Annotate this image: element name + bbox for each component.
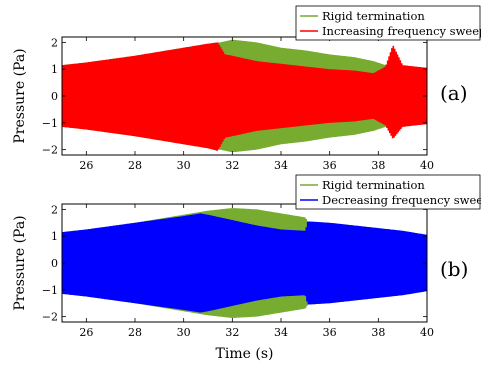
x-tick-label: 36 <box>323 326 337 339</box>
y-axis-label: Pressure (Pa) <box>12 48 28 143</box>
x-tick-label: 30 <box>177 326 191 339</box>
y-tick-label: −1 <box>42 284 58 297</box>
y-tick-label: 2 <box>51 36 58 49</box>
panel-a: 26 28 30 32 34 36 38 40 −2 −1 0 1 2 Pressure (Pa) (a) R… <box>12 5 481 172</box>
y-tick-label: 2 <box>51 203 58 216</box>
x-tick-label: 26 <box>79 326 93 339</box>
x-axis-label: Time (s) <box>216 346 274 362</box>
x-tick-label: 32 <box>225 326 239 339</box>
panel-label: (b) <box>440 257 468 281</box>
panel-label: (a) <box>440 81 468 105</box>
legend-entry-label: Rigid termination <box>322 178 425 192</box>
x-tick-label: 34 <box>274 326 288 339</box>
plot-area <box>62 208 427 318</box>
y-tick-label: 1 <box>51 63 58 76</box>
x-tick-label: 38 <box>371 326 385 339</box>
y-tick-label: −2 <box>42 311 58 324</box>
y-axis-label: Pressure (Pa) <box>12 215 28 310</box>
x-tick-label: 28 <box>128 159 142 172</box>
legend-box <box>295 174 481 210</box>
y-tick-label: 0 <box>51 90 58 103</box>
x-tick-label: 38 <box>371 159 385 172</box>
y-tick-label: 1 <box>51 230 58 243</box>
x-tick-label: 30 <box>177 159 191 172</box>
legend-box <box>295 5 481 41</box>
x-tick-label: 36 <box>323 159 337 172</box>
x-tick-label: 26 <box>79 159 93 172</box>
x-tick-label: 34 <box>274 159 288 172</box>
y-tick-label: −1 <box>42 117 58 130</box>
x-tick-label: 32 <box>225 159 239 172</box>
series-frequency-sweep-signal <box>62 42 427 151</box>
x-tick-label: 40 <box>420 159 434 172</box>
x-tick-label: 40 <box>420 326 434 339</box>
legend-entry-label: Rigid termination <box>322 9 425 23</box>
panel-b: 26 28 30 32 34 36 38 40 −2 −1 0 1 2 Pressure (Pa) Time… <box>12 174 481 362</box>
legend-entry-label: Increasing frequency sweep <box>322 24 481 38</box>
x-tick-label: 28 <box>128 326 142 339</box>
plot-area <box>62 39 427 153</box>
y-tick-label: 0 <box>51 257 58 270</box>
y-tick-label: −2 <box>42 144 58 157</box>
legend-entry-label: Decreasing frequency sweep <box>322 193 481 207</box>
series-frequency-sweep-signal <box>62 213 427 313</box>
